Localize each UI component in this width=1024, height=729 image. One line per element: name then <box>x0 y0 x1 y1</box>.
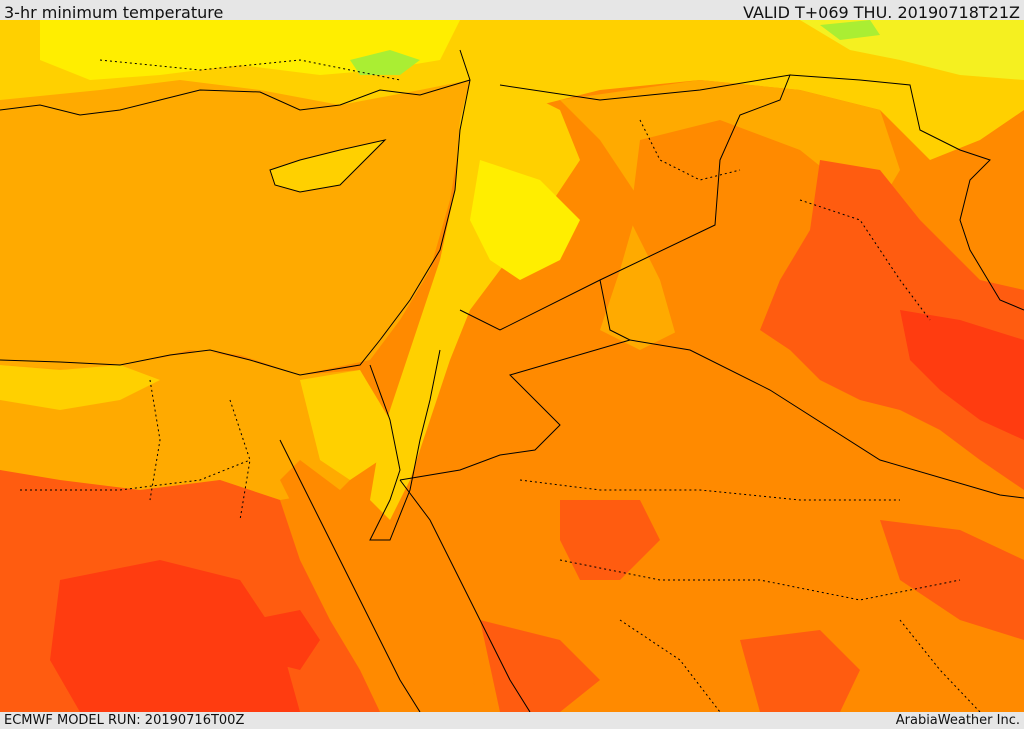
weather-map[interactable] <box>0 20 1024 712</box>
green-patch <box>350 50 420 75</box>
map-title: 3-hr minimum temperature <box>4 3 224 22</box>
model-run-label: ECMWF MODEL RUN: 20190716T00Z <box>4 713 245 728</box>
cyprus-island <box>269 139 387 193</box>
valid-time: VALID T+069 THU. 20190718T21Z <box>743 3 1020 22</box>
green-patch-2 <box>820 20 880 40</box>
province-borders <box>20 59 981 712</box>
levant-yellow-core <box>470 160 580 280</box>
saudi-hot-patch-3 <box>740 630 860 712</box>
iraq-very-hot-zone <box>900 310 1024 440</box>
sinai-yellow-zone <box>300 370 390 480</box>
gulf-hot-patch <box>880 520 1024 640</box>
nile-hot-patch <box>250 610 320 670</box>
saudi-hot-patch-2 <box>480 620 600 712</box>
egypt-coast-yellow <box>0 365 160 410</box>
credit-label: ArabiaWeather Inc. <box>895 713 1020 728</box>
red-sea <box>280 460 500 712</box>
egypt-very-hot-zone <box>50 560 300 712</box>
saudi-hot-patch <box>560 500 660 580</box>
header-bar: 3-hr minimum temperature VALID T+069 THU… <box>0 0 1024 22</box>
footer-bar: ECMWF MODEL RUN: 20190716T00Z ArabiaWeat… <box>0 712 1024 729</box>
iraq-hot-zone <box>760 160 1024 490</box>
coastlines <box>0 49 1024 712</box>
temperature-field <box>0 20 1024 712</box>
